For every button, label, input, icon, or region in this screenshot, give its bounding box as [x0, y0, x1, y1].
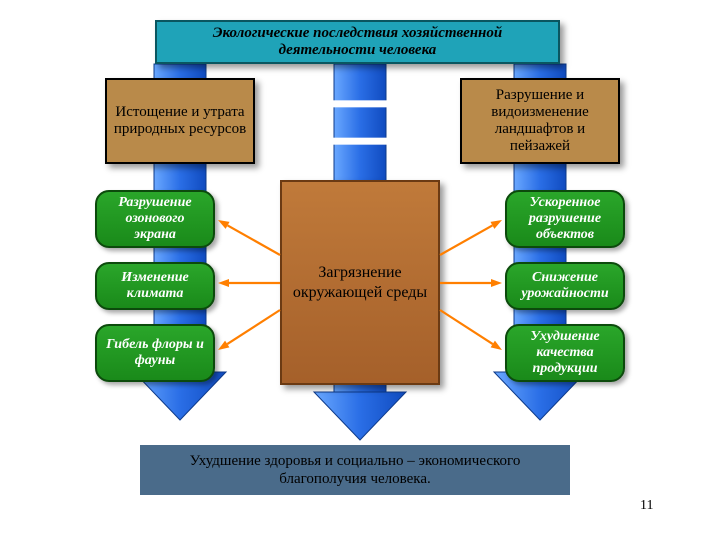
slide-canvas: Экологические последствия хозяйственной …	[0, 0, 720, 540]
footer-text: Ухудшение здоровья и социально – экономи…	[154, 452, 556, 488]
page-number: 11	[640, 498, 653, 514]
footer-box: Ухудшение здоровья и социально – экономи…	[140, 445, 570, 495]
